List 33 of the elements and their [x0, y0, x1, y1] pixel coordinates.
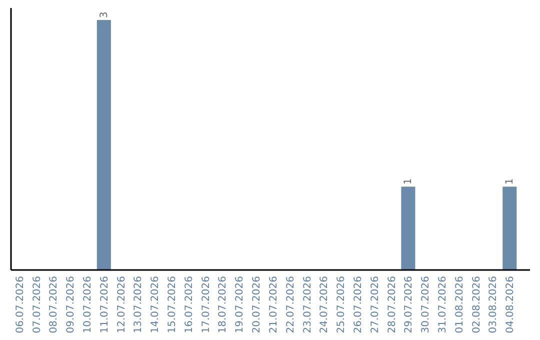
x-tick-label: 19.07.2026	[234, 276, 246, 334]
x-tick-label: 07.07.2026	[32, 276, 43, 334]
data-label: 1	[504, 178, 516, 185]
x-tick-label: 06.07.2026	[14, 276, 26, 334]
x-tick-label: 02.08.2026	[471, 276, 482, 334]
x-tick-label: 18.07.2026	[218, 276, 229, 334]
x-tick-label: 22.07.2026	[285, 276, 296, 334]
x-tick-label: 04.08.2026	[505, 276, 516, 334]
x-tick-label: 10.07.2026	[82, 276, 94, 334]
x-tick-label: 23.07.2026	[302, 276, 314, 334]
x-tick-label: 29.07.2026	[404, 276, 415, 334]
x-tick-label: 14.07.2026	[150, 276, 162, 334]
x-tick-label: 15.07.2026	[167, 276, 178, 334]
x-tick-label: 17.07.2026	[200, 276, 212, 334]
x-tick-label: 08.07.2026	[48, 276, 60, 334]
x-tick-label: 13.07.2026	[133, 276, 144, 334]
x-tick-label: 21.07.2026	[268, 276, 280, 334]
x-tick-label: 28.07.2026	[386, 276, 398, 334]
data-label: 1	[403, 178, 414, 185]
x-tick-label: 31.07.2026	[438, 276, 449, 334]
x-tick-label: 01.08.2026	[454, 276, 466, 334]
x-tick-label: 16.07.2026	[184, 276, 195, 334]
x-tick-label: 03.08.2026	[488, 276, 500, 334]
x-tick-label: 09.07.2026	[66, 276, 77, 334]
x-tick-label: 26.07.2026	[352, 276, 364, 334]
x-tick-label: 25.07.2026	[336, 276, 348, 334]
x-tick-label: 20.07.2026	[252, 276, 263, 334]
x-tick-label: 30.07.2026	[420, 276, 432, 334]
x-tick-label: 27.07.2026	[370, 276, 381, 334]
x-tick-label: 12.07.2026	[116, 276, 128, 334]
x-tick-label: 24.07.2026	[319, 276, 330, 334]
data-label: 3	[98, 12, 110, 18]
x-tick-label: 11.07.2026	[99, 276, 110, 334]
